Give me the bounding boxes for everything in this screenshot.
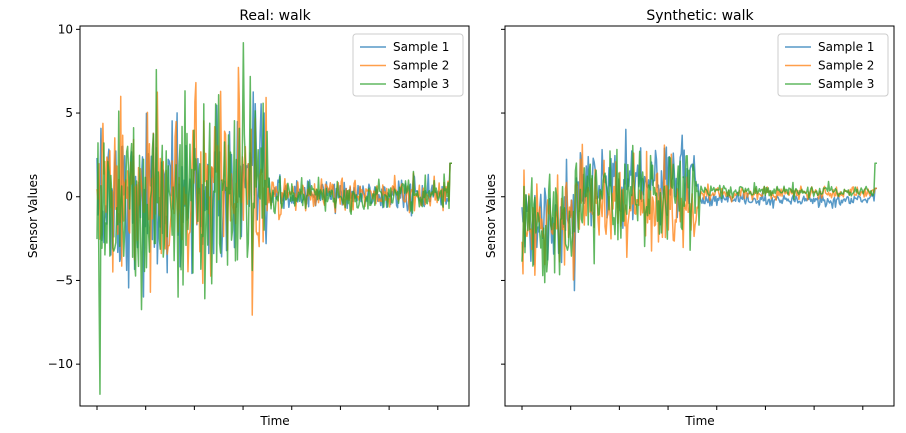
x-axis-label-synthetic: Time xyxy=(684,414,714,428)
y-ticks-synthetic xyxy=(501,28,505,365)
legend-label-3: Sample 3 xyxy=(818,77,874,91)
x-axis-label-real: Time xyxy=(259,414,289,428)
x-ticks-real xyxy=(96,406,439,410)
series-line-3 xyxy=(96,41,452,396)
x-ticks-synthetic xyxy=(521,406,864,410)
legend-label-2: Sample 2 xyxy=(818,59,874,73)
y-tick-label: −10 xyxy=(48,357,73,371)
legend-synthetic: Sample 1 Sample 2 Sample 3 xyxy=(777,33,889,97)
chart-title-real: Real: walk xyxy=(239,8,311,24)
legend-label-1: Sample 1 xyxy=(818,40,874,54)
series-line-3 xyxy=(521,144,877,284)
y-tick-label: 10 xyxy=(58,22,73,36)
series-group-synthetic xyxy=(521,128,877,292)
y-tick-label: 0 xyxy=(65,190,73,204)
legend-box xyxy=(352,33,464,97)
legend-label-2: Sample 2 xyxy=(393,59,449,73)
panel-synthetic: Synthetic: walk Time Sensor Values Sampl… xyxy=(484,8,895,428)
chart-title-synthetic: Synthetic: walk xyxy=(646,8,754,24)
y-tick-label: −5 xyxy=(55,273,73,287)
y-axis-label-synthetic: Sensor Values xyxy=(484,174,498,258)
legend-box xyxy=(777,33,889,97)
y-tick-label: 5 xyxy=(65,106,73,120)
legend-real: Sample 1 Sample 2 Sample 3 xyxy=(352,33,464,97)
legend-label-1: Sample 1 xyxy=(393,40,449,54)
y-ticks-real: 10 5 0 −5 −10 xyxy=(48,22,80,371)
series-group-real xyxy=(96,41,452,396)
y-axis-label-real: Sensor Values xyxy=(26,174,40,258)
legend-label-3: Sample 3 xyxy=(393,77,449,91)
